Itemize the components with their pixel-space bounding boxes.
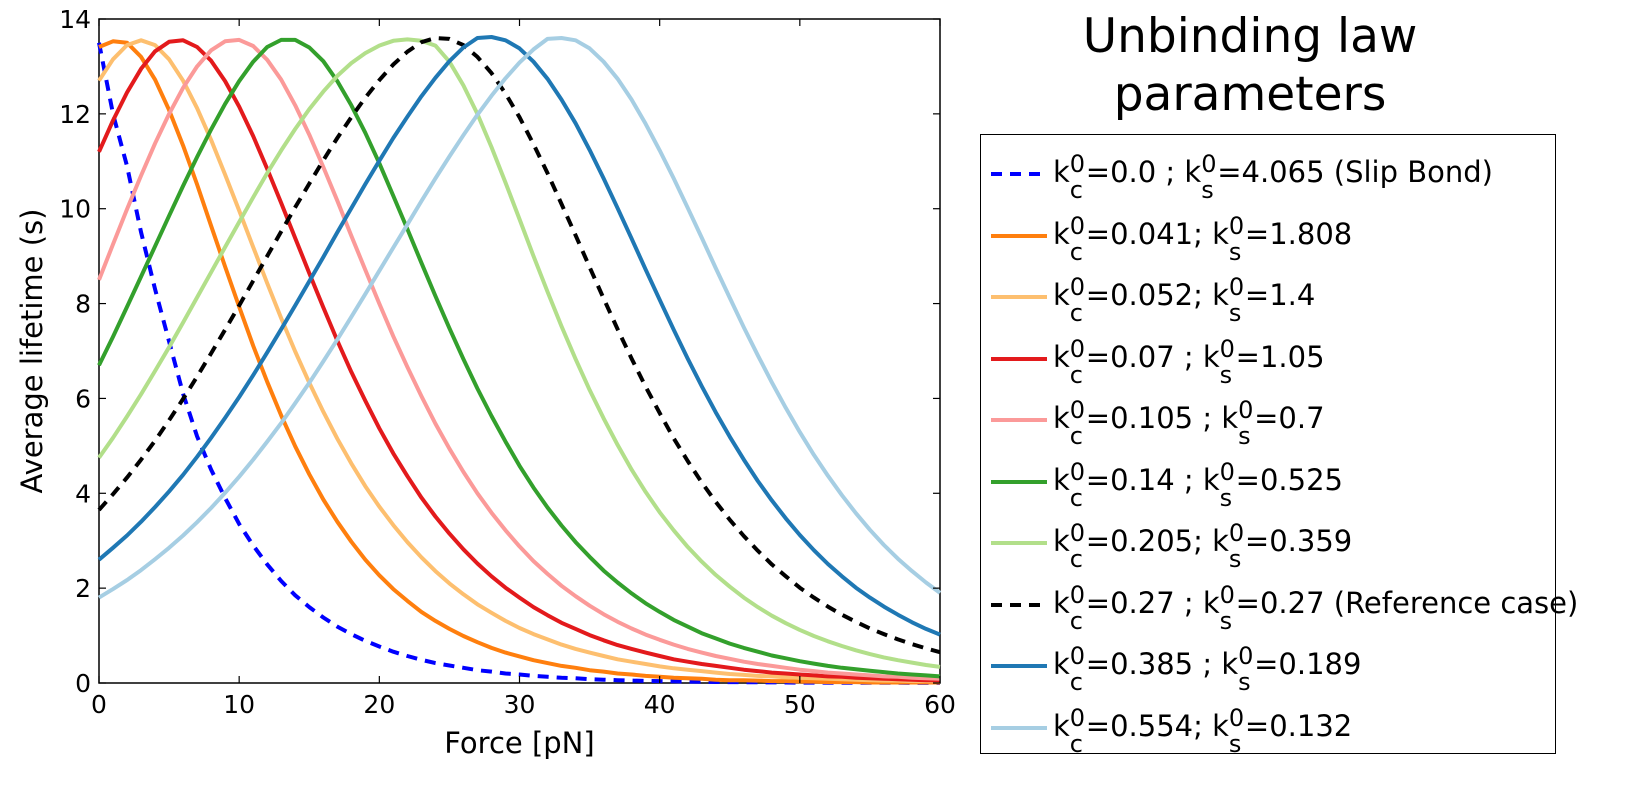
legend-entry: k 0 c =0.554; k 0 s =0.132 [981,703,1557,765]
x-tick-label: 30 [504,690,536,719]
series-line-8 [97,35,941,637]
y-tick-label: 6 [75,384,91,413]
legend-label: k 0 c =0.385 ; k 0 s =0.189 [1053,642,1362,696]
x-tick-label: 20 [363,690,395,719]
series-layer [97,35,942,685]
plot-frame [98,18,941,684]
legend-swatch [991,534,1047,546]
legend-label: k 0 c =0.27 ; k 0 s =0.27 (Reference case) [1053,580,1579,635]
legend-swatch [991,473,1047,485]
series-line-0 [97,42,940,685]
x-tick-label: 40 [644,690,676,719]
legend-entry: k 0 c =0.041; k 0 s =1.808 [981,211,1557,273]
legend-label: k 0 c =0.052; k 0 s =1.4 [1053,273,1316,327]
y-tick-label: 2 [75,574,91,603]
series-line-4 [97,37,941,681]
legend-label: k 0 c =0.205; k 0 s =0.359 [1053,519,1353,573]
y-tick-label: 12 [59,100,91,129]
legend-label: k 0 c =0.554; k 0 s =0.132 [1053,703,1353,758]
legend-label: k 0 c =0.14 ; k 0 s =0.525 [1053,457,1343,512]
series-line-3 [97,38,940,683]
series-line-6 [97,37,941,669]
x-tick-label: 10 [223,690,255,719]
y-tick-label: 10 [59,195,91,224]
legend-swatch [991,165,1047,177]
legend-entry: k 0 c =0.052; k 0 s =1.4 [981,273,1557,334]
legend-entry: k 0 c =0.07 ; k 0 s =1.05 [981,334,1557,396]
y-tick-label: 0 [75,669,91,698]
series-line-9 [97,36,942,600]
x-tick-label: 60 [924,690,956,719]
tick-layer: 0 10 20 30 40 50 60 0 2 4 6 8 10 12 14 [59,5,956,719]
x-axis-label: Force [pN] [444,726,594,760]
legend-swatch [991,227,1047,239]
x-tick-label: 0 [91,690,107,719]
legend-entry: k 0 c =0.27 ; k 0 s =0.27 (Reference case) [981,581,1578,642]
legend-swatch [991,719,1047,731]
y-tick-label: 14 [59,5,91,34]
legend-title: Unbinding law parameters [1082,9,1418,122]
series-line-7 [97,36,941,655]
legend-swatch [991,350,1047,362]
y-axis-label: Average lifetime (s) [15,209,49,494]
legend-swatch [991,288,1047,300]
legend-entry: k 0 c =0.14 ; k 0 s =0.525 [981,457,1557,519]
legend-label: k 0 c =0.07 ; k 0 s =1.05 [1053,334,1325,389]
legend-swatch [991,411,1047,423]
y-tick-label: 8 [75,290,91,319]
legend-entry: k 0 c =0.105 ; k 0 s =0.7 [981,396,1557,457]
legend-entry: k 0 c =0.0 ; k 0 s =4.065 (Slip Bond) [981,150,1557,211]
series-line-5 [97,37,941,679]
legend-entry: k 0 c =0.385 ; k 0 s =0.189 [981,642,1557,703]
legend-swatch [991,657,1047,669]
legend-entry: k 0 c =0.205; k 0 s =0.359 [981,519,1557,580]
legend-label: k 0 c =0.105 ; k 0 s =0.7 [1053,396,1325,450]
y-tick-label: 4 [75,479,91,508]
x-tick-label: 50 [784,690,816,719]
legend-swatch [991,596,1047,608]
legend: k 0 c =0.0 ; k 0 s =4.065 (Slip Bond) k 0 c =0.041… [980,134,1578,758]
legend-label: k 0 c =0.041; k 0 s =1.808 [1053,211,1353,266]
legend-label: k 0 c =0.0 ; k 0 s =4.065 (Slip Bond) [1053,150,1493,204]
